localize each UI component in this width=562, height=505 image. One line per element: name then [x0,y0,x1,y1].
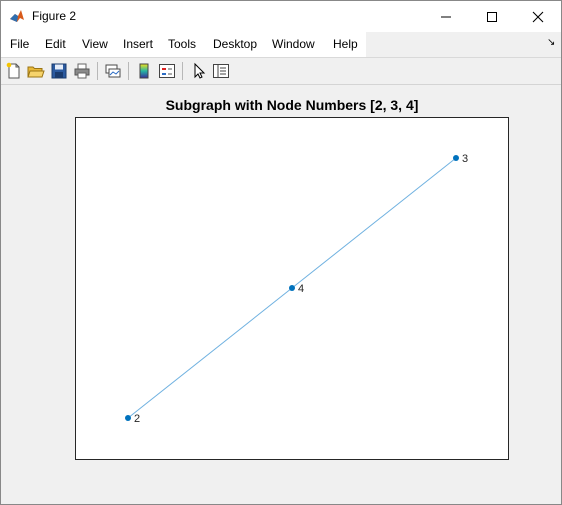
graph-nodes [125,155,459,421]
legend-icon[interactable] [158,62,176,80]
graph-node-labels: 2 4 3 [134,153,468,425]
menu-desktop[interactable]: Desktop [213,37,258,51]
maximize-button[interactable] [469,1,515,32]
minimize-button[interactable] [423,1,469,32]
toolbar-separator [128,62,129,80]
graph-node-label-2: 2 [134,413,140,425]
toolbar-separator [97,62,98,80]
new-figure-icon[interactable] [5,62,23,80]
close-icon [532,11,544,22]
menu-insert[interactable]: Insert [123,37,154,51]
close-button[interactable] [515,1,561,32]
maximize-icon [487,11,497,22]
pointer-icon[interactable] [190,62,208,80]
graph-edge-4-3 [291,157,457,289]
matlab-logo-icon [10,10,24,22]
graph-edge-2-4 [127,287,293,419]
graph-axes[interactable]: 2 4 3 [75,117,509,460]
minimize-icon [441,16,451,17]
menu-bar: File Edit View Insert Tools Desktop Wind… [1,32,561,58]
title-bar[interactable]: Figure 2 [1,1,561,32]
chart-title: Subgraph with Node Numbers [2, 3, 4] [165,97,419,113]
window-title: Figure 2 [32,9,77,23]
menu-bar-empty-area [366,32,561,57]
menu-file[interactable]: File [10,37,30,51]
graph-node-label-4: 4 [298,283,304,295]
graph-node-label-3: 3 [462,153,468,165]
graph-edges [127,157,457,419]
figure-toolbar [1,58,561,85]
save-icon[interactable] [50,62,68,80]
toolbar-separator [182,62,183,80]
graph-node-2 [125,415,131,421]
menu-tools[interactable]: Tools [168,37,197,51]
menu-edit[interactable]: Edit [45,37,66,51]
menu-view[interactable]: View [82,37,108,51]
dock-figure-icon[interactable]: ↘ [547,37,556,48]
property-inspector-icon[interactable] [212,62,230,80]
graph-node-3 [453,155,459,161]
graph-node-4 [289,285,295,291]
link-plot-icon[interactable] [104,62,122,80]
menu-window[interactable]: Window [272,37,315,51]
open-file-icon[interactable] [27,62,45,80]
colorbar-icon[interactable] [135,62,153,80]
menu-help[interactable]: Help [333,37,358,51]
print-icon[interactable] [73,62,91,80]
